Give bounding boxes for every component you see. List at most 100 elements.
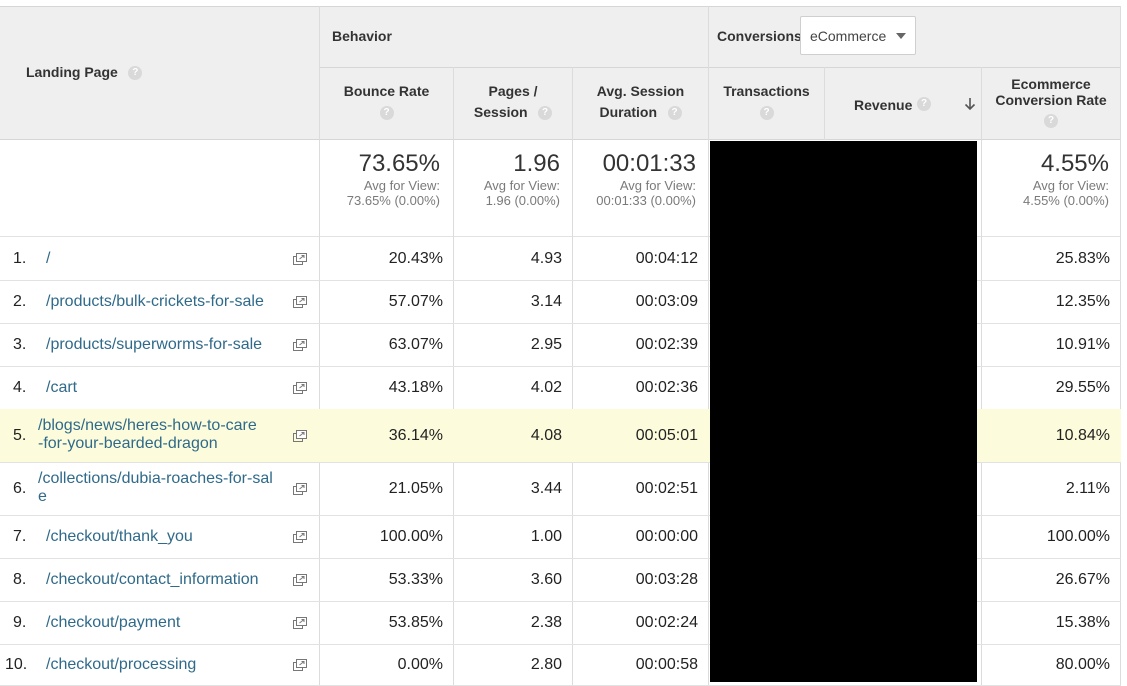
row-divider [0, 644, 1121, 645]
open-in-new-window-icon[interactable] [293, 573, 307, 586]
row-divider [0, 280, 1121, 281]
open-in-new-window-icon[interactable] [293, 482, 307, 495]
landing-page-link[interactable]: /products/superworms-for-sale [46, 336, 298, 354]
column-divider [824, 67, 825, 140]
chevron-down-icon [896, 33, 906, 39]
avg-duration-cell: 00:02:36 [635, 378, 698, 396]
sort-descending-arrow-icon[interactable] [964, 97, 976, 111]
summary-bounce-rate-value: 73.65% [358, 150, 440, 177]
bounce-rate-cell: 43.18% [388, 378, 443, 396]
column-divider [1120, 6, 1121, 685]
summary-avg-value: 1.96 (0.00%) [485, 193, 560, 208]
landing-page-link-line-2: e [38, 487, 47, 505]
landing-page-header-label: Landing Page [26, 64, 118, 80]
ecom-header-label-2: Conversion Rate [995, 92, 1107, 108]
open-in-new-window-icon[interactable] [293, 381, 307, 394]
help-icon[interactable]: ? [1044, 113, 1058, 128]
avg-duration-cell: 00:04:12 [635, 249, 698, 267]
ecommerce-conversion-rate-header[interactable]: Ecommerce Conversion Rate ? [982, 76, 1120, 130]
avg-session-duration-header[interactable]: Avg. Session Duration ? [573, 83, 708, 122]
row-index: 5. [13, 426, 27, 444]
landing-page-link[interactable]: /checkout/processing [46, 656, 298, 674]
ecommerce-conversion-rate-cell: 25.83% [1055, 249, 1110, 267]
ecommerce-conversion-rate-cell: 26.67% [1055, 570, 1110, 588]
landing-page-link[interactable]: /cart [46, 379, 298, 397]
summary-avg-duration-value: 00:01:33 [602, 150, 696, 177]
table-row: 3. /products/superworms-for-sale 63.07% 2.9… [0, 323, 1121, 366]
ecommerce-conversion-rate-cell: 29.55% [1055, 378, 1110, 396]
bounce-rate-cell: 21.05% [388, 479, 443, 497]
summary-bounce-rate: 73.65% Avg for View: 73.65% (0.00%) [320, 150, 440, 208]
landing-page-link-line-1: /collections/dubia-roaches-for-sal [38, 469, 273, 487]
pages-session-header[interactable]: Pages / Session ? [454, 83, 572, 122]
bounce-rate-header[interactable]: Bounce Rate ? [320, 83, 453, 122]
avg-duration-cell: 00:02:39 [635, 335, 698, 353]
bounce-rate-cell: 0.00% [397, 655, 443, 673]
help-icon[interactable]: ? [917, 97, 931, 111]
revenue-header-label: Revenue [854, 97, 913, 113]
row-divider [0, 462, 1121, 463]
avg-duration-cell: 00:00:58 [635, 655, 698, 673]
open-in-new-window-icon[interactable] [293, 616, 307, 629]
landing-page-link-line-2: -for-your-bearded-dragon [38, 434, 218, 452]
revenue-header[interactable]: Revenue ? [825, 97, 981, 117]
landing-page-link[interactable]: /checkout/payment [46, 614, 298, 632]
row-index: 8. [13, 570, 27, 588]
header-top-border [0, 6, 1121, 7]
table-row: 1. / 20.43% 4.93 00:04:12 25.83% [0, 237, 1121, 280]
header-bottom-border [0, 139, 1121, 140]
help-icon[interactable]: ? [128, 65, 143, 80]
column-divider [453, 67, 454, 685]
landing-page-link[interactable]: /checkout/thank_you [46, 528, 298, 546]
transactions-header-label: Transactions [723, 83, 810, 99]
summary-avg-label: Avg for View: [619, 178, 696, 193]
avg-duration-cell: 00:03:09 [635, 292, 698, 310]
landing-page-link[interactable]: / [46, 250, 298, 268]
bounce-rate-header-label: Bounce Rate [343, 83, 430, 99]
landing-page-link-line-1: /checkout/payment [46, 613, 181, 631]
landing-page-link[interactable]: /collections/dubia-roaches-for-sal e [38, 470, 290, 506]
column-divider [708, 6, 709, 685]
bounce-rate-cell: 57.07% [388, 292, 443, 310]
open-in-new-window-icon[interactable] [293, 658, 307, 671]
open-in-new-window-icon[interactable] [293, 295, 307, 308]
summary-avg-label: Avg for View: [363, 178, 440, 193]
table-row: 2. /products/bulk-crickets-for-sale 57.07%… [0, 280, 1121, 323]
pages-session-cell: 4.08 [530, 426, 562, 444]
transactions-header[interactable]: Transactions ? [709, 83, 824, 122]
table-row: 8. /checkout/contact_information 53.33% 3.6… [0, 558, 1121, 601]
row-index: 4. [13, 378, 27, 396]
row-index: 3. [13, 335, 27, 353]
pages-session-cell: 2.95 [530, 335, 562, 353]
pages-session-cell: 3.60 [530, 570, 562, 588]
open-in-new-window-icon[interactable] [293, 252, 307, 265]
open-in-new-window-icon[interactable] [293, 530, 307, 543]
ecommerce-conversion-rate-cell: 10.91% [1055, 335, 1110, 353]
landing-page-link-line-1: / [46, 249, 51, 267]
landing-page-link[interactable]: /blogs/news/heres-how-to-care -for-your-b… [38, 417, 290, 453]
summary-avg-label: Avg for View: [483, 178, 560, 193]
help-icon[interactable]: ? [538, 105, 553, 120]
landing-page-link-line-1: /checkout/processing [46, 655, 197, 673]
open-in-new-window-icon[interactable] [293, 338, 307, 351]
landing-page-header[interactable]: Landing Page ? [26, 64, 143, 82]
row-index: 2. [13, 292, 27, 310]
summary-ecom-rate-value: 4.55% [1040, 150, 1109, 177]
open-in-new-window-icon[interactable] [293, 429, 307, 442]
summary-avg-duration: 00:01:33 Avg for View: 00:01:33 (0.00%) [573, 150, 696, 208]
help-icon[interactable]: ? [667, 105, 682, 120]
landing-page-link[interactable]: /checkout/contact_information [46, 571, 298, 589]
avg-duration-cell: 00:02:51 [635, 479, 698, 497]
ecommerce-conversion-rate-cell: 15.38% [1055, 613, 1110, 631]
bounce-rate-cell: 53.85% [388, 613, 443, 631]
avg-duration-cell: 00:03:28 [635, 570, 698, 588]
help-icon[interactable]: ? [759, 105, 774, 120]
row-index: 7. [13, 527, 27, 545]
pages-session-cell: 2.80 [530, 655, 562, 673]
table-header [0, 6, 1121, 139]
help-icon[interactable]: ? [379, 105, 394, 120]
landing-page-link[interactable]: /products/bulk-crickets-for-sale [46, 293, 298, 311]
row-divider [0, 366, 1121, 367]
conversions-type-dropdown[interactable]: eCommerce [800, 16, 916, 55]
row-index: 1. [13, 249, 27, 267]
